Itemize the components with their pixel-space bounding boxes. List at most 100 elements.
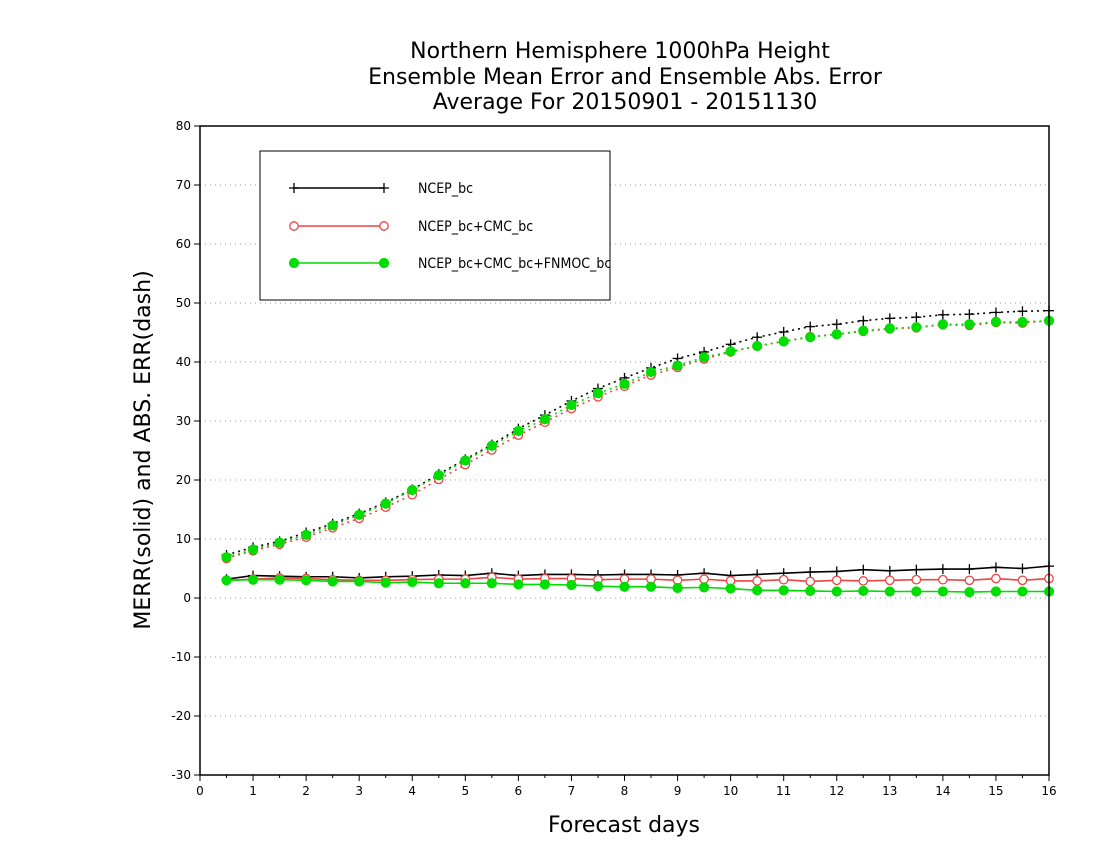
abs-err-point [460,455,471,466]
x-tick-label: 7 [568,784,576,798]
abs-err-point [221,552,232,563]
y-tick-label: -10 [171,650,191,664]
abs-err-point [672,360,683,371]
legend-marker [379,183,389,193]
legend-label: NCEP_bc+CMC_bc+FNMOC_bc [418,256,611,272]
abs-err-point [247,544,259,555]
legend-marker [378,257,390,269]
y-tick-label: 0 [183,591,191,605]
merr-point [221,575,232,586]
merr-point [1017,575,1028,586]
merr-point [566,579,577,591]
abs-err-point [964,319,975,330]
title-line-3: Average For 20150901 - 20151130 [433,90,818,115]
merr-point [911,586,922,597]
abs-err-point [327,520,338,531]
abs-err-point [884,313,895,324]
merr-point [884,575,895,586]
merr-point [858,564,869,575]
merr-point [301,575,312,586]
abs-err-point [274,537,285,548]
merr-point [539,579,551,590]
abs-err-point [911,312,922,323]
x-tick-label: 8 [621,784,629,798]
x-tick-label: 1 [249,784,257,798]
merr-point [699,574,709,584]
series-1 [221,315,1054,587]
y-tick-label: 80 [176,119,191,133]
x-tick-label: 3 [355,784,363,798]
abs-err-point [805,332,816,343]
abs-err-point [831,329,842,340]
abs-err-line [226,319,1050,559]
abs-err-point [592,388,604,399]
merr-point [911,574,922,585]
legend-entry-1: NCEP_bc+CMC_bc [289,219,533,235]
abs-err-point [619,378,630,389]
abs-err-point [778,336,789,347]
y-tick-label: -20 [171,709,191,723]
x-tick-label: 14 [935,784,950,798]
x-tick-label: 4 [408,784,416,798]
merr-point [858,576,869,586]
merr-point [964,564,975,575]
y-axis-label: MERR(solid) and ABS. ERR(dash) [131,270,156,629]
merr-point [990,586,1002,597]
merr-point [486,578,497,589]
abs-err-point [937,309,948,320]
abs-err-point [805,321,816,332]
abs-err-line [226,319,1050,560]
merr-point [938,574,948,585]
series-layer [221,305,1055,598]
legend-label: NCEP_bc+CMC_bc [418,219,533,235]
legend-label: NCEP_bc [418,181,473,197]
abs-err-point [433,470,444,481]
merr-point [990,562,1001,573]
x-tick-label: 0 [196,784,204,798]
merr-point [354,576,365,587]
merr-point [911,564,922,575]
merr-point [327,576,338,587]
merr-point [884,565,895,576]
merr-line [226,565,1050,580]
title-line-1: Northern Hemisphere 1000hPa Height [410,39,830,64]
merr-point [831,586,842,597]
merr-point [619,581,630,592]
plot-frame [199,125,1050,776]
x-axis-label: Forecast days [548,813,700,838]
merr-point [407,576,418,588]
x-tick-label: 9 [674,784,682,798]
merr-point [592,581,604,592]
y-tick-label: 50 [176,296,191,310]
merr-point [884,586,895,597]
merr-point [831,566,842,577]
abs-err-point [858,325,869,336]
abs-err-point [407,484,418,496]
abs-err-point [752,332,763,343]
merr-point [433,578,444,589]
y-tick-label: 40 [176,355,191,369]
abs-err-point [1017,306,1028,317]
abs-err-point [964,309,975,320]
merr-line [226,578,1049,593]
merr-point [460,578,471,589]
abs-err-point [301,529,312,540]
x-tick-label: 6 [515,784,523,798]
x-tick-label: 13 [882,784,897,798]
abs-err-point [990,307,1001,318]
merr-point [380,577,391,588]
legend-marker [379,221,389,231]
merr-point [858,585,869,597]
series-0 [221,305,1054,585]
merr-point [274,574,285,585]
abs-err-point [725,346,736,357]
x-tick-label: 12 [829,784,844,798]
chart-title: Northern Hemisphere 1000hPa Height Ensem… [368,39,883,115]
y-tick-label: 30 [176,414,191,428]
abs-err-point [911,322,922,333]
abs-err-point [937,319,948,330]
legend: NCEP_bc NCEP_bc+CMC_bc NCEP_bc+CMC_bc+FNMO… [259,150,611,301]
y-tick-label: 10 [176,532,191,546]
